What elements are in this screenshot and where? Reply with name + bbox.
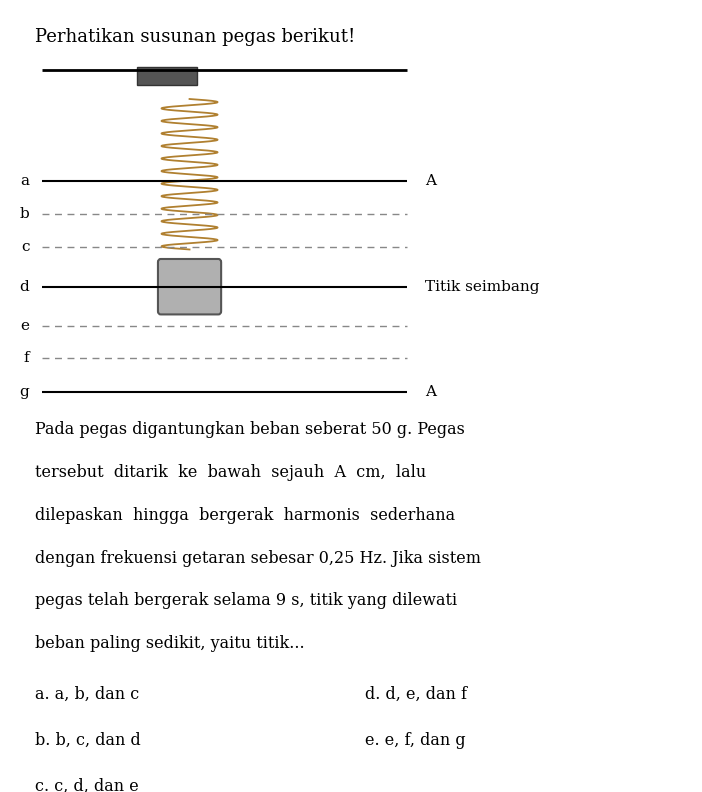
Text: d: d [20,280,29,294]
FancyBboxPatch shape [158,259,221,314]
Text: a: a [20,173,29,188]
Text: b: b [20,207,29,221]
Text: tersebut  ditarik  ke  bawah  sejauh  A  cm,  lalu: tersebut ditarik ke bawah sejauh A cm, l… [35,464,426,481]
Text: pegas telah bergerak selama 9 s, titik yang dilewati: pegas telah bergerak selama 9 s, titik y… [35,592,457,609]
Text: e. e, f, dan g: e. e, f, dan g [365,732,465,748]
FancyBboxPatch shape [137,67,197,85]
Text: d. d, e, dan f: d. d, e, dan f [365,686,467,703]
Text: c: c [21,240,29,254]
Text: A: A [425,385,436,399]
Text: beban paling sedikit, yaitu titik...: beban paling sedikit, yaitu titik... [35,635,305,652]
Text: b. b, c, dan d: b. b, c, dan d [35,732,141,748]
Text: A: A [425,173,436,188]
Text: c. c, d, dan e: c. c, d, dan e [35,778,139,792]
Text: dengan frekuensi getaran sebesar 0,25 Hz. Jika sistem: dengan frekuensi getaran sebesar 0,25 Hz… [35,550,481,566]
Text: e: e [20,319,29,333]
Text: Perhatikan susunan pegas berikut!: Perhatikan susunan pegas berikut! [35,28,355,46]
Text: dilepaskan  hingga  bergerak  harmonis  sederhana: dilepaskan hingga bergerak harmonis sede… [35,507,455,524]
Text: f: f [24,351,29,365]
Text: g: g [20,385,29,399]
Text: a. a, b, dan c: a. a, b, dan c [35,686,140,703]
Text: Titik seimbang: Titik seimbang [425,280,539,294]
Text: Pada pegas digantungkan beban seberat 50 g. Pegas: Pada pegas digantungkan beban seberat 50… [35,421,465,438]
